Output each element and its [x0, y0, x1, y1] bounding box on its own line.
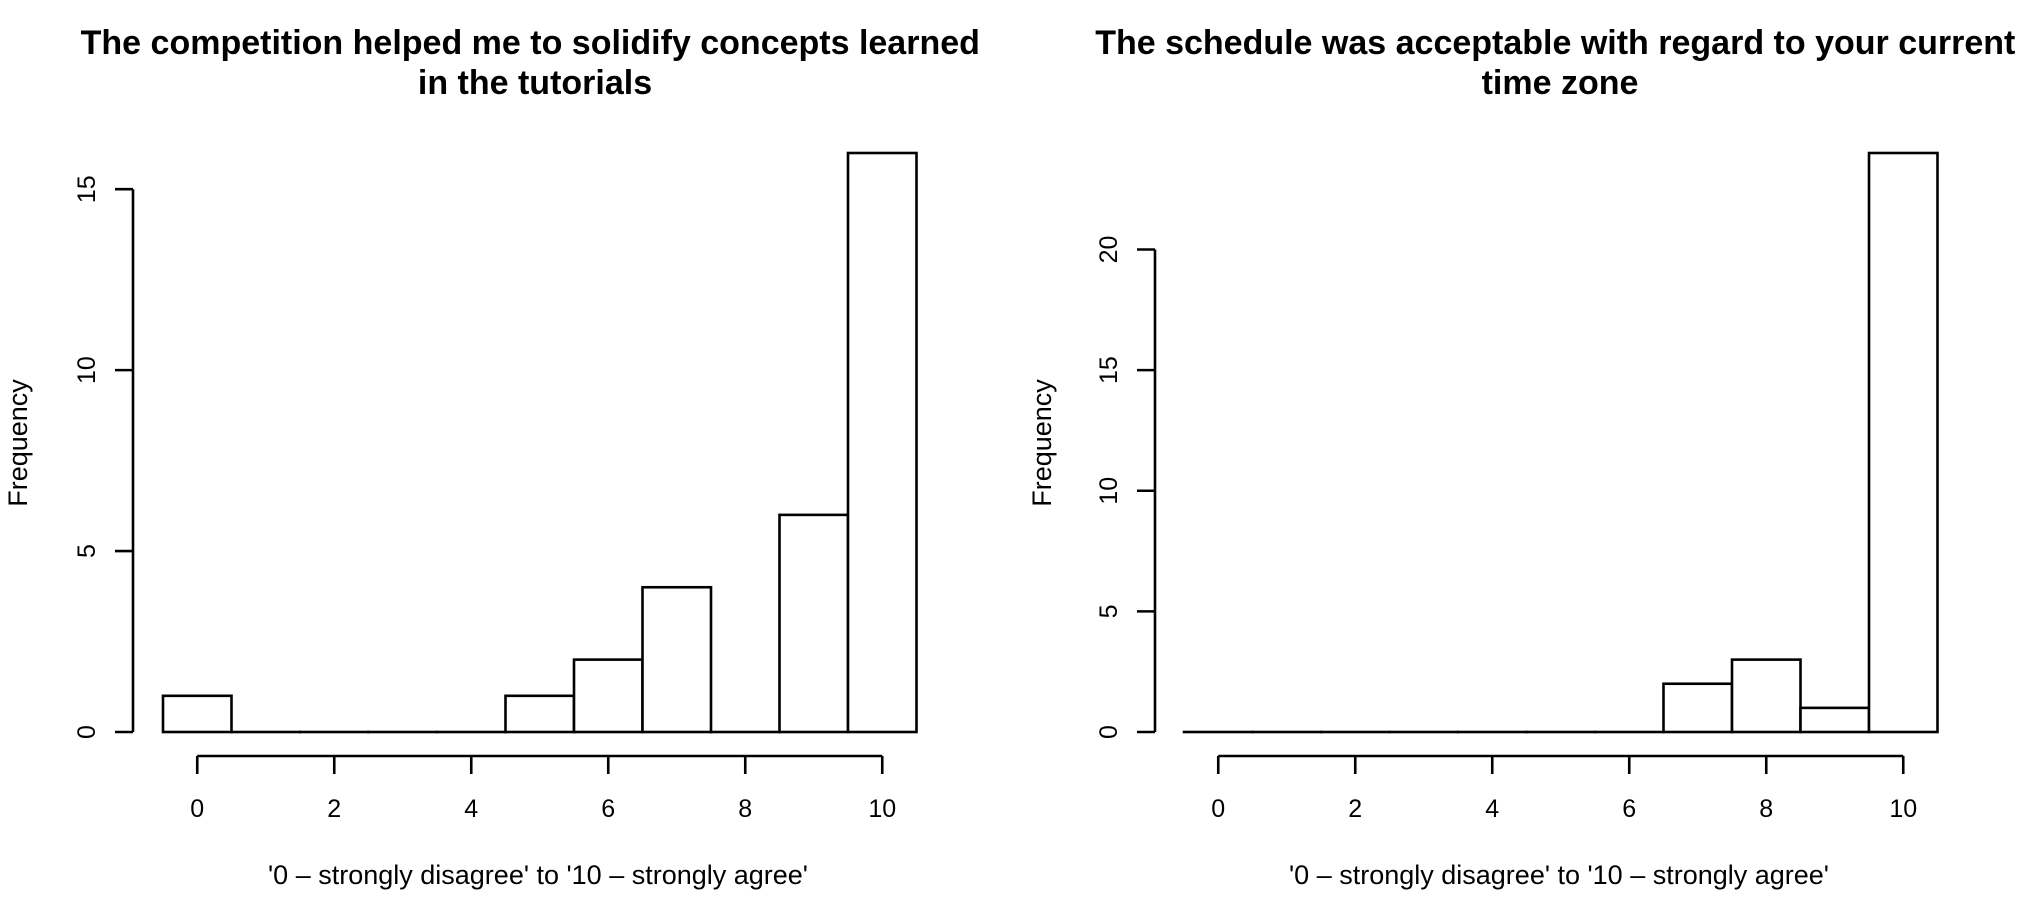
bar-left-10 [846, 151, 918, 734]
bar-left-7 [641, 585, 713, 734]
chart-title-right-line2: time zone [1482, 64, 1639, 102]
chart-title-right-line1: The schedule was acceptable with regard … [1095, 24, 2015, 62]
x-tick-label-left-6: 6 [601, 795, 615, 823]
bar-left-9 [778, 513, 850, 734]
chart-panel-left: The competition helped me to solidify co… [3, 24, 990, 890]
bar-right-7 [1662, 682, 1734, 734]
x-tick-label-right-8: 8 [1759, 795, 1773, 823]
y-axis-label-right: Frequency [1027, 379, 1057, 507]
x-tick-label-left-4: 4 [464, 795, 478, 823]
bar-left-5 [504, 694, 576, 734]
x-axis-right: 0 2 4 6 8 10 [1211, 754, 1917, 823]
x-tick-label-right-6: 6 [1622, 795, 1636, 823]
chart-title-left-line2: in the tutorials [418, 64, 652, 102]
bar-right-10 [1867, 151, 1939, 734]
x-axis-left: 0 2 4 6 8 10 [190, 754, 896, 823]
x-tick-label-left-0: 0 [190, 795, 204, 823]
x-axis-label-right: '0 – strongly disagree' to '10 – strongl… [1289, 860, 1829, 890]
x-tick-label-left-10: 10 [868, 795, 896, 823]
y-tick-label-right-15: 15 [1095, 356, 1123, 384]
x-tick-label-right-4: 4 [1485, 795, 1499, 823]
y-axis-left: 0 5 10 15 [73, 175, 135, 739]
x-axis-label-left: '0 – strongly disagree' to '10 – strongl… [268, 860, 808, 890]
chart-title-right: The schedule was acceptable with regard … [1095, 24, 2025, 102]
y-axis-right: 0 5 10 15 20 [1095, 236, 1157, 739]
y-tick-label-left-15: 15 [73, 175, 101, 203]
bar-left-0 [161, 694, 233, 734]
chart-panel-right: The schedule was acceptable with regard … [1027, 24, 2025, 890]
x-tick-label-left-2: 2 [327, 795, 341, 823]
bar-right-9 [1799, 706, 1871, 734]
x-tick-label-right-2: 2 [1348, 795, 1362, 823]
y-tick-label-right-20: 20 [1095, 236, 1123, 264]
y-tick-label-right-10: 10 [1095, 477, 1123, 505]
y-tick-label-left-10: 10 [73, 356, 101, 384]
x-tick-label-right-0: 0 [1211, 795, 1225, 823]
y-tick-label-left-0: 0 [73, 725, 101, 739]
bars-left [161, 151, 918, 734]
x-tick-label-right-10: 10 [1889, 795, 1917, 823]
bars-right [1182, 151, 1939, 734]
chart-title-left: The competition helped me to solidify co… [81, 24, 990, 102]
y-tick-label-right-5: 5 [1095, 604, 1123, 618]
y-tick-label-left-5: 5 [73, 544, 101, 558]
bar-left-6 [572, 658, 644, 734]
chart-title-left-line1: The competition helped me to solidify co… [81, 24, 980, 62]
bar-right-8 [1730, 658, 1802, 734]
y-axis-label-left: Frequency [3, 379, 33, 507]
y-tick-label-right-0: 0 [1095, 725, 1123, 739]
x-tick-label-left-8: 8 [738, 795, 752, 823]
